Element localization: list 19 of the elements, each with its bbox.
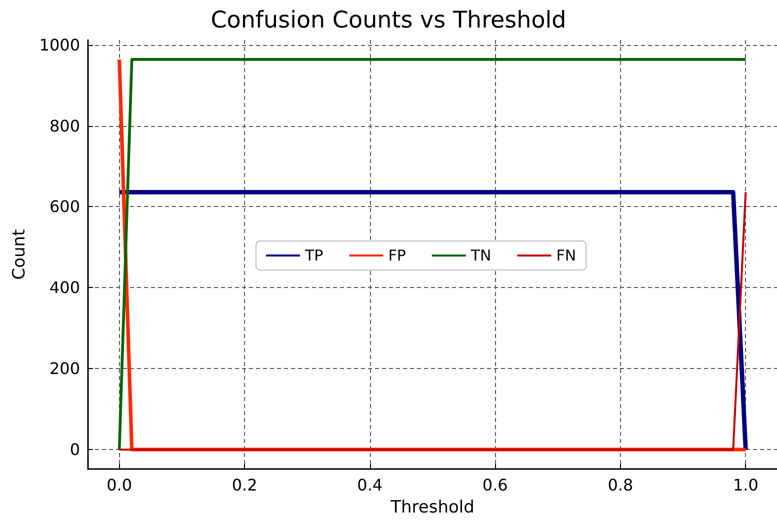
- x-tick-label: 1.0: [732, 476, 758, 494]
- x-tick-label: 0.8: [608, 476, 634, 494]
- y-tick-label: 800: [49, 116, 80, 136]
- y-tick-label: 200: [49, 359, 80, 378]
- x-tick-label: 0.4: [357, 476, 383, 494]
- x-tick-label: 0.6: [482, 476, 508, 494]
- y-tick-label: 600: [49, 197, 80, 216]
- chart-title: Confusion Counts vs Threshold: [210, 8, 566, 34]
- legend-label: FP: [388, 246, 406, 264]
- x-tick-label: 0.2: [232, 476, 258, 494]
- y-axis-title: Count: [10, 228, 30, 280]
- x-tick-label: 0.0: [106, 476, 132, 494]
- y-tick-label: 0: [70, 440, 80, 460]
- y-tick-label: 1000: [39, 35, 80, 54]
- legend-label: TP: [304, 246, 324, 264]
- y-tick-label: 400: [49, 278, 80, 298]
- legend-label: TN: [470, 246, 492, 264]
- x-axis-title: Threshold: [390, 498, 474, 518]
- legend-label: FN: [556, 246, 576, 264]
